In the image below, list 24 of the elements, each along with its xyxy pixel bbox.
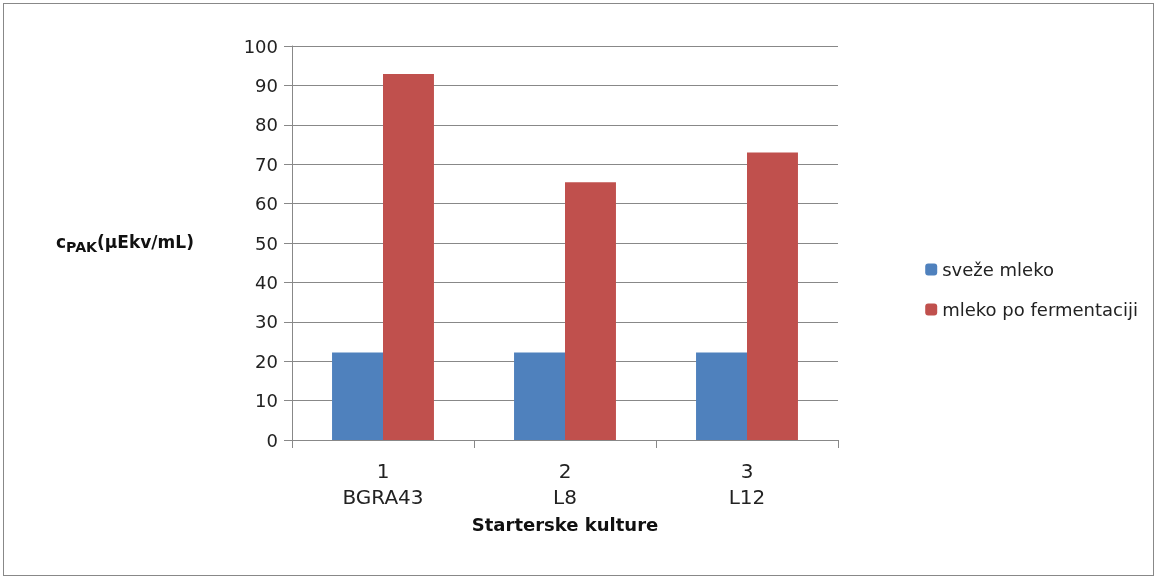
y-tick-label: 100 <box>243 35 278 57</box>
y-tick-label: 40 <box>255 271 278 293</box>
y-tick-label: 0 <box>266 429 278 451</box>
y-tick-label: 90 <box>255 74 278 96</box>
y-tick-label: 80 <box>255 114 278 136</box>
bar <box>696 352 747 440</box>
bar <box>747 152 798 440</box>
bar <box>514 352 565 440</box>
legend-label: sveže mleko <box>942 259 1054 280</box>
bar <box>332 352 383 440</box>
legend-label: mleko po fermentaciji <box>942 299 1139 320</box>
y-tick-label: 70 <box>255 153 278 175</box>
y-tick-label: 10 <box>255 390 278 412</box>
x-tick-label: 1 BGRA43 <box>342 459 424 509</box>
y-tick-label: 60 <box>255 193 278 215</box>
y-tick-label: 50 <box>255 232 278 254</box>
x-tick-label: 2 L8 <box>553 459 577 509</box>
x-tick-label: 3 L12 <box>728 459 766 509</box>
bar <box>383 73 434 440</box>
y-tick-label: 20 <box>255 350 278 372</box>
y-axis-title: c$_{PAK}$(μEkv/mL) <box>56 232 194 256</box>
bar <box>565 182 616 440</box>
y-tick-label: 30 <box>255 311 278 333</box>
x-axis-title: Starterske kulture <box>471 513 659 535</box>
